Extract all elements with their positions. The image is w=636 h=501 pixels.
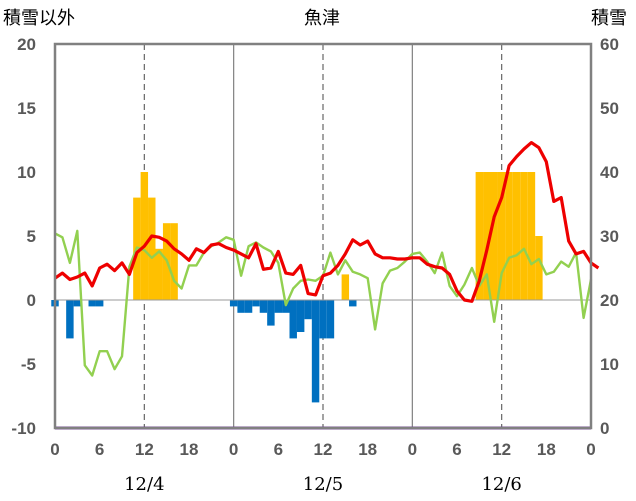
chart-title: 魚津 <box>304 8 340 29</box>
date-label: 12/6 <box>481 474 521 495</box>
yellow-bar <box>512 172 521 300</box>
right-y-tick-label: 40 <box>600 163 619 182</box>
yellow-bar <box>535 236 543 300</box>
blue-bar <box>296 300 305 332</box>
x-tick-label: 18 <box>358 440 377 459</box>
yellow-bar <box>341 274 350 300</box>
blue-bar-series <box>51 300 357 403</box>
yellow-bar <box>520 172 528 300</box>
blue-bar <box>267 300 275 326</box>
blue-bar <box>259 300 268 313</box>
left-y-tick-label: -5 <box>21 355 36 374</box>
blue-bar <box>289 300 297 339</box>
blue-bar <box>252 300 260 307</box>
yellow-bar <box>148 197 156 300</box>
blue-bar <box>349 300 357 307</box>
plot-border <box>53 42 593 430</box>
left-y-tick-label: 0 <box>27 291 36 310</box>
x-tick-label: 6 <box>95 440 104 459</box>
date-label: 12/5 <box>303 474 343 495</box>
left-y-tick-label: 5 <box>27 227 36 246</box>
blue-bar <box>304 300 312 320</box>
left-axis-title: 積雪以外 <box>3 8 75 29</box>
yellow-bar <box>483 172 491 300</box>
blue-bar <box>326 300 335 339</box>
right-y-tick-label: 0 <box>600 419 609 438</box>
yellow-bar <box>505 172 513 300</box>
x-axis: 0 6 12 18 0 6 12 18 0 6 12 18 0 <box>50 440 595 459</box>
right-y-tick-label: 60 <box>600 35 619 54</box>
blue-bar <box>73 300 82 307</box>
blue-bar <box>311 300 320 403</box>
x-tick-label: 0 <box>229 440 238 459</box>
blue-bar <box>319 300 327 339</box>
x-tick-label: 0 <box>50 440 59 459</box>
left-y-tick-label: -10 <box>11 419 36 438</box>
x-tick-label: 18 <box>180 440 199 459</box>
yellow-bar <box>170 223 178 300</box>
blue-bar <box>88 300 96 307</box>
red-line-series <box>54 141 600 303</box>
grid-lines <box>143 44 503 428</box>
blue-bar <box>95 300 104 307</box>
x-tick-label: 0 <box>408 440 417 459</box>
yellow-bar <box>155 248 163 300</box>
yellow-bar <box>497 172 506 300</box>
x-tick-label: 12 <box>135 440 154 459</box>
right-axis-title: 積雪 <box>591 8 627 29</box>
right-y-tick-label: 30 <box>600 227 619 246</box>
x-tick-label: 6 <box>274 440 283 459</box>
date-labels: 12/4 12/5 12/6 <box>124 474 522 495</box>
blue-bar <box>66 300 74 339</box>
blue-bar <box>282 300 290 313</box>
blue-bar <box>229 300 238 307</box>
yellow-bar <box>475 172 484 300</box>
blue-bar <box>244 300 253 313</box>
right-y-tick-label: 50 <box>600 99 619 118</box>
left-y-tick-label: 10 <box>17 163 36 182</box>
yellow-bar <box>527 172 536 300</box>
x-tick-label: 12 <box>314 440 333 459</box>
right-y-axis: 60 50 40 30 20 10 0 <box>600 35 619 438</box>
blue-bar <box>274 300 283 313</box>
left-y-tick-label: 20 <box>17 35 36 54</box>
left-y-tick-label: 15 <box>17 99 36 118</box>
blue-bar <box>237 300 245 313</box>
right-y-tick-label: 10 <box>600 355 619 374</box>
right-y-tick-label: 20 <box>600 291 619 310</box>
x-tick-label: 0 <box>586 440 595 459</box>
x-tick-label: 18 <box>537 440 556 459</box>
yellow-bar <box>140 172 149 300</box>
yellow-bar <box>490 172 498 300</box>
date-label: 12/4 <box>124 474 164 495</box>
x-tick-label: 6 <box>452 440 461 459</box>
left-y-axis: 20 15 10 5 0 -5 -10 <box>11 35 36 438</box>
x-tick-label: 12 <box>492 440 511 459</box>
